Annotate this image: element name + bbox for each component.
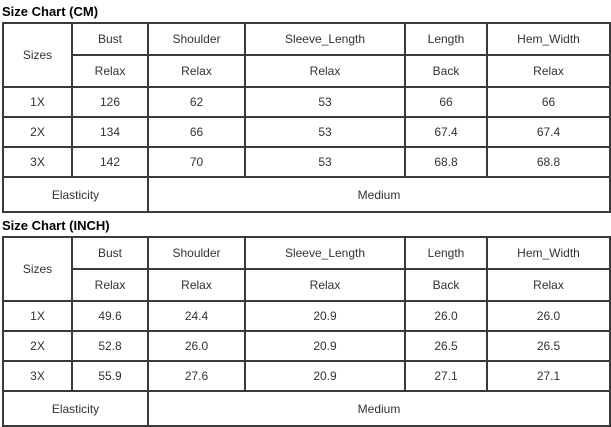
measurement-cell: 24.4 [147,300,246,332]
header-sleeve-length-cell: Sleeve_Length [244,236,406,270]
elasticity-value-cell: Medium [147,390,611,427]
measure-shoulder-cell: Relax [147,54,246,88]
measure-bust-cell: Relax [71,268,149,302]
header-bust-cell: Bust [71,236,149,270]
measure-hem-width-cell: Relax [486,268,611,302]
size-label-cell: 2X [2,330,73,362]
measurement-cell: 49.6 [71,300,149,332]
size-chart-cm-title: Size Chart (CM) [2,4,99,19]
measurement-cell: 70 [147,146,246,178]
elasticity-label-cell: Elasticity [2,176,149,213]
measurement-cell: 52.8 [71,330,149,362]
measurement-cell: 66 [147,116,246,148]
elasticity-value-cell: Medium [147,176,611,213]
size-row-1x: 1X 49.6 24.4 20.9 26.0 26.0 [2,300,611,332]
measurement-cell: 68.8 [404,146,488,178]
size-label-cell: 3X [2,146,73,178]
measurement-cell: 55.9 [71,360,149,392]
header-sleeve-length-cell: Sleeve_Length [244,22,406,56]
measurement-cell: 53 [244,86,406,118]
size-row-3x: 3X 55.9 27.6 20.9 27.1 27.1 [2,360,611,392]
measurement-cell: 26.5 [404,330,488,362]
measurement-cell: 67.4 [486,116,611,148]
measurement-cell: 53 [244,146,406,178]
measurement-cell: 26.5 [486,330,611,362]
header-length-cell: Length [404,22,488,56]
measurement-cell: 62 [147,86,246,118]
elasticity-label-cell: Elasticity [2,390,149,427]
measurement-cell: 126 [71,86,149,118]
size-chart-inch-title: Size Chart (INCH) [2,218,110,233]
measurement-cell: 66 [486,86,611,118]
size-row-2x: 2X 134 66 53 67.4 67.4 [2,116,611,148]
measurement-cell: 20.9 [244,300,406,332]
measurement-cell: 27.6 [147,360,246,392]
size-row-1x: 1X 126 62 53 66 66 [2,86,611,118]
header-hem-width-cell: Hem_Width [486,22,611,56]
header-row-measure-types: Relax Relax Relax Back Relax [3,268,611,302]
size-chart-cm-table: Sizes Bust Shoulder Sleeve_Length Length… [2,22,611,213]
measure-bust-cell: Relax [71,54,149,88]
measurement-cell: 20.9 [244,360,406,392]
size-row-2x: 2X 52.8 26.0 20.9 26.5 26.5 [2,330,611,362]
measurement-cell: 66 [404,86,488,118]
size-chart-inch-table: Sizes Bust Shoulder Sleeve_Length Length… [2,236,611,427]
header-sizes-cell: Sizes [2,22,73,88]
header-sizes-cell: Sizes [2,236,73,302]
header-bust-cell: Bust [71,22,149,56]
measurement-cell: 26.0 [404,300,488,332]
header-row-columns: Sizes Bust Shoulder Sleeve_Length Length… [2,236,611,302]
measure-hem-width-cell: Relax [486,54,611,88]
measurement-cell: 53 [244,116,406,148]
measure-length-cell: Back [404,54,488,88]
header-shoulder-cell: Shoulder [147,22,246,56]
size-label-cell: 1X [2,300,73,332]
header-length-cell: Length [404,236,488,270]
header-shoulder-cell: Shoulder [147,236,246,270]
elasticity-row: Elasticity Medium [2,390,611,427]
measurement-cell: 26.0 [486,300,611,332]
size-label-cell: 3X [2,360,73,392]
measurement-cell: 142 [71,146,149,178]
measure-sleeve-length-cell: Relax [244,54,406,88]
size-chart-cm-section: Size Chart (CM) Sizes Bust Shoulder Slee… [2,4,611,213]
measurement-cell: 68.8 [486,146,611,178]
header-hem-width-cell: Hem_Width [486,236,611,270]
measure-sleeve-length-cell: Relax [244,268,406,302]
elasticity-row: Elasticity Medium [2,176,611,213]
size-row-3x: 3X 142 70 53 68.8 68.8 [2,146,611,178]
measurement-cell: 67.4 [404,116,488,148]
measure-shoulder-cell: Relax [147,268,246,302]
measurement-cell: 27.1 [486,360,611,392]
header-row-columns: Sizes Bust Shoulder Sleeve_Length Length… [2,22,611,88]
header-row-measure-types: Relax Relax Relax Back Relax [3,54,611,88]
measurement-cell: 27.1 [404,360,488,392]
measurement-cell: 26.0 [147,330,246,362]
size-chart-inch-section: Size Chart (INCH) Sizes Bust Shoulder Sl… [2,218,611,427]
size-label-cell: 1X [2,86,73,118]
measure-length-cell: Back [404,268,488,302]
measurement-cell: 20.9 [244,330,406,362]
measurement-cell: 134 [71,116,149,148]
size-label-cell: 2X [2,116,73,148]
